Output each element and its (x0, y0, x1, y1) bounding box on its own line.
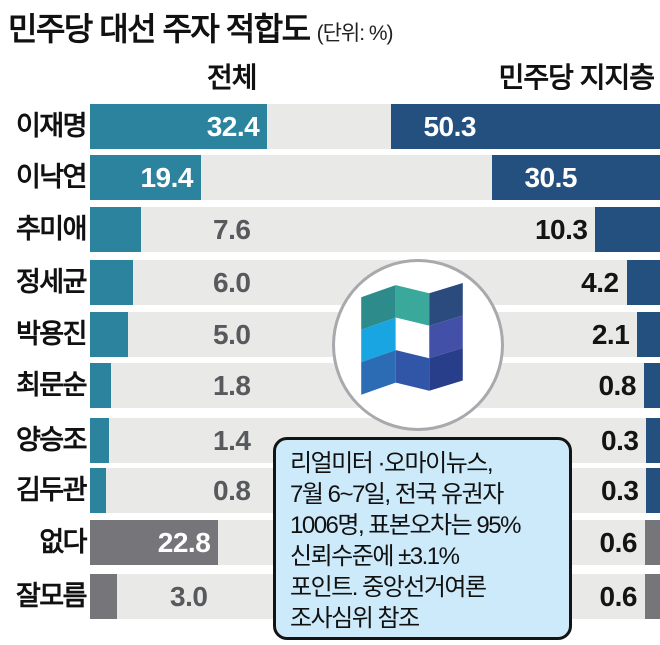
bar-supporters (646, 468, 660, 513)
bar-overall (90, 312, 128, 357)
bar-track: 32.4 50.3 (90, 104, 660, 149)
value-supporters: 50.3 (423, 111, 476, 142)
survey-source-note: 리얼미터 ·오마이뉴스, 7월 6~7일, 전국 유권자 1006명, 표본오차… (273, 437, 572, 640)
value-overall: 1.4 (213, 425, 251, 456)
bar-overall (90, 104, 268, 149)
row-label: 없다 (39, 527, 87, 557)
bar-overall (90, 574, 118, 619)
bar-supporters (644, 520, 660, 565)
value-supporters: 2.1 (591, 319, 630, 350)
bar-supporters (595, 207, 660, 252)
note-line: 신뢰수준에 ±3.1% (290, 543, 460, 570)
news-flag-logo-icon (361, 283, 463, 395)
row-label: 추미애 (15, 214, 88, 244)
value-overall: 22.8 (157, 527, 211, 558)
value-overall: 5.0 (213, 319, 251, 350)
value-supporters: 0.6 (599, 581, 638, 612)
bar-overall (90, 468, 107, 513)
note-line: 리얼미터 ·오마이뉴스, (290, 450, 494, 477)
value-overall: 1.8 (213, 370, 251, 401)
row-label: 김두관 (15, 475, 88, 505)
bar-track: 19.4 30.5 (90, 155, 660, 200)
bar-track: 7.6 10.3 (90, 207, 660, 252)
row-label: 잘모름 (15, 581, 88, 611)
bar-supporters (492, 155, 660, 200)
row-label: 이낙연 (15, 162, 88, 192)
value-supporters: 0.3 (601, 475, 639, 506)
chart-row-추미애: 추미애 7.6 10.3 (0, 207, 660, 252)
column-header-overall: 전체 (207, 62, 258, 93)
value-supporters: 0.8 (598, 370, 636, 401)
bar-supporters (646, 418, 660, 463)
note-line: 조사심위 참조 (290, 605, 420, 632)
bar-supporters (626, 260, 660, 305)
bar-overall (90, 207, 141, 252)
value-supporters: 30.5 (524, 162, 577, 193)
chart-row-이낙연: 이낙연 19.4 30.5 (0, 155, 660, 200)
chart-row-최문순: 최문순 1.8 0.8 (0, 363, 660, 408)
bar-overall (90, 363, 112, 408)
row-label: 최문순 (15, 370, 88, 400)
flag-cell (429, 283, 463, 326)
row-label: 이재명 (15, 111, 88, 141)
value-overall: 3.0 (170, 581, 208, 612)
value-overall: 19.4 (140, 162, 193, 193)
value-supporters: 10.3 (534, 214, 588, 245)
flag-cell (429, 315, 463, 359)
value-overall: 7.6 (213, 214, 251, 245)
value-overall: 6.0 (213, 267, 251, 298)
value-overall: 32.4 (206, 111, 260, 142)
page-title: 민주당 대선 주자 적합도 (단위: %) (8, 4, 394, 50)
chart-title: 민주당 대선 주자 적합도 (8, 11, 311, 47)
value-supporters: 0.3 (601, 425, 639, 456)
flag-cell (361, 317, 396, 363)
note-line: 포인트. 중앙선거여론 (290, 574, 487, 601)
flag-cell (429, 348, 463, 391)
flag-cell (361, 285, 396, 330)
chart-row-이재명: 이재명 32.4 50.3 (0, 104, 660, 149)
bar-overall (90, 155, 201, 200)
bar-supporters (637, 312, 660, 357)
bar-supporters (391, 104, 660, 149)
row-label: 정세균 (15, 267, 88, 297)
column-header-supporters: 민주당 지지층 (498, 62, 655, 93)
flag-cell (395, 350, 430, 391)
bar-supporters (644, 574, 660, 619)
note-line: 1006명, 표본오차는 95% (290, 512, 521, 539)
row-label: 박용진 (15, 319, 88, 349)
flag-cell (361, 350, 396, 395)
value-supporters: 0.6 (599, 527, 638, 558)
value-supporters: 4.2 (581, 267, 619, 298)
chart-row-박용진: 박용진 5.0 2.1 (0, 312, 660, 357)
bar-overall (90, 418, 110, 463)
unit-label: (단위: %) (316, 22, 394, 45)
note-line: 7월 6~7일, 전국 유권자 (290, 481, 504, 508)
bar-overall (90, 260, 133, 305)
chart-row-정세균: 정세균 6.0 4.2 (0, 260, 660, 305)
bar-overall (90, 520, 219, 565)
row-label: 양승조 (15, 425, 88, 455)
flag-cell (395, 285, 430, 326)
value-overall: 0.8 (213, 475, 251, 506)
flag-cell (395, 317, 430, 359)
bar-supporters (643, 363, 660, 408)
